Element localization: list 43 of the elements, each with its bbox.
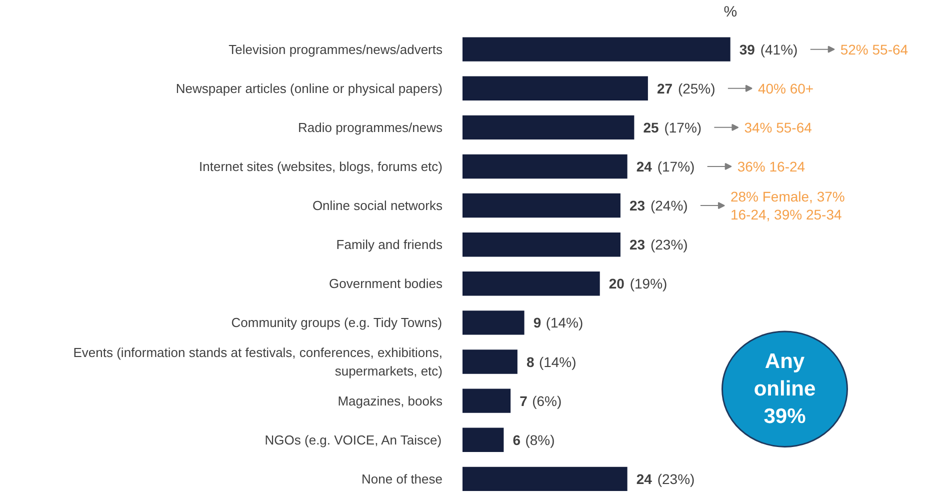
data-label: 7 (6%) <box>520 392 562 409</box>
bar <box>462 115 634 140</box>
bar <box>462 232 620 257</box>
y-tick-label: NGOs (e.g. VOICE, An Taisce) <box>264 432 442 448</box>
x-axis-title: % <box>724 4 738 21</box>
data-label: 23 (23%) <box>629 236 688 253</box>
data-label: 23 (24%) <box>629 198 688 214</box>
bar <box>462 466 628 492</box>
bar <box>462 272 600 296</box>
y-tick-label: Television programmes/news/adverts <box>228 42 443 57</box>
y-tick-label: Government bodies <box>329 276 443 292</box>
y-tick-label: Online social networks <box>312 198 443 214</box>
text: 36% 16-24 <box>737 158 806 174</box>
data-label: 20 (19%) <box>608 276 668 292</box>
y-tick-label: Community groups (e.g. Tidy Towns) <box>231 315 442 330</box>
y-tick-label: Events (information stands at festivals, conferences, exhibitions, supermarkets, etc) <box>73 344 443 379</box>
data-label: 6 (8%) <box>512 432 555 448</box>
data-label: 24 (17%) <box>636 158 695 174</box>
data-label: 39 (41%) <box>739 41 798 58</box>
y-tick-label: Family and friends <box>336 237 443 252</box>
y-tick-label: Internet sites (websites, blogs, forums etc) <box>199 158 442 174</box>
data-label: 27 (25%) <box>656 80 716 96</box>
bar <box>462 310 524 335</box>
data-label: 9 (14%) <box>533 314 584 331</box>
bar <box>462 350 518 374</box>
y-tick-label: Newspaper articles (online or physical papers) <box>176 80 443 96</box>
text: 28% Female, 37% 16-24, 39% 25-34 <box>730 188 845 222</box>
bar <box>462 76 648 100</box>
bar <box>462 154 628 179</box>
bar <box>462 193 620 218</box>
bar <box>462 388 511 413</box>
text: 40% 60+ <box>758 80 814 96</box>
data-label: 25 (17%) <box>643 119 702 136</box>
y-tick-label: Radio programmes/news <box>298 120 443 135</box>
data-label: 24 (23%) <box>636 470 695 487</box>
bar <box>462 37 730 62</box>
text: 34% 55-64 <box>744 119 812 136</box>
text: 52% 55-64 <box>840 41 908 58</box>
bar <box>462 428 504 452</box>
y-tick-label: None of these <box>362 471 443 486</box>
y-tick-label: Magazines, books <box>338 393 443 408</box>
data-label: 8 (14%) <box>526 354 576 370</box>
text: Any online 39% <box>754 350 816 428</box>
